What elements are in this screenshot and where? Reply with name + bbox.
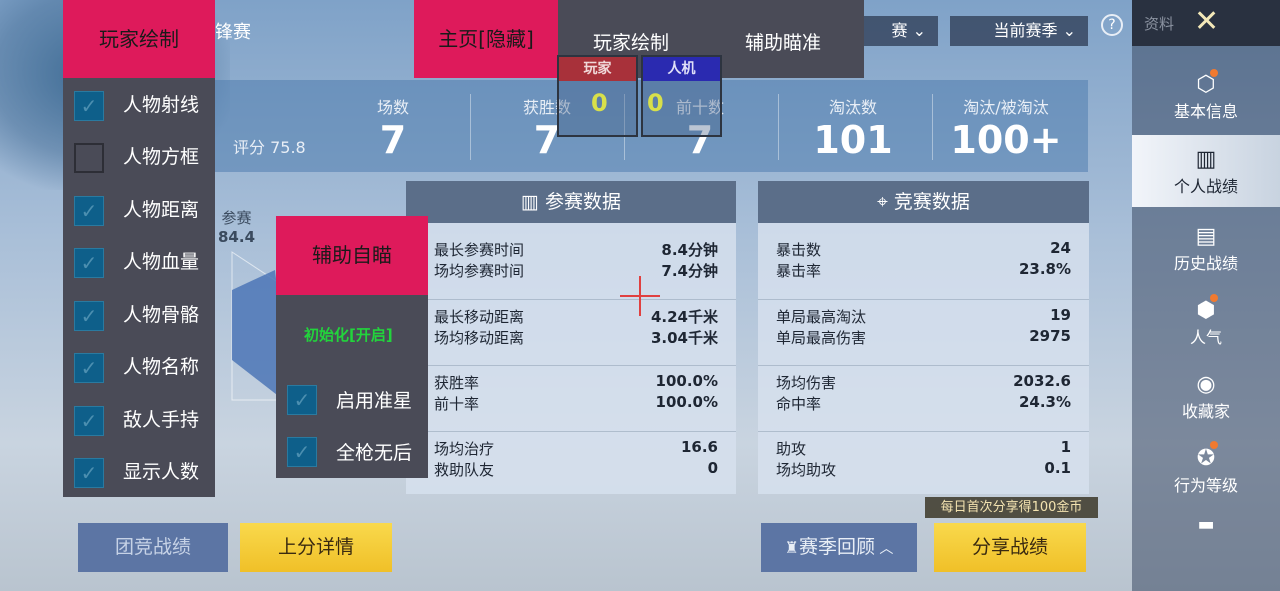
- aim-assist-title: 辅助自瞄: [276, 216, 428, 295]
- option-name[interactable]: ✓ 人物名称: [63, 340, 215, 392]
- checkbox-checked-icon[interactable]: ✓: [287, 385, 317, 415]
- aim-assist-panel: 辅助自瞄 初始化[开启] ✓ 启用准星 ✓ 全枪无后: [276, 216, 428, 478]
- participation-header: ▥ 参赛数据: [406, 181, 736, 223]
- option-crosshair[interactable]: ✓ 启用准星: [276, 374, 428, 426]
- option-player-count[interactable]: ✓ 显示人数: [63, 445, 215, 497]
- sidebar-item-popularity[interactable]: ⬢ 人气: [1132, 298, 1280, 348]
- option-line[interactable]: ✓ 人物射线: [63, 78, 215, 130]
- rank-details-button[interactable]: 上分详情: [240, 523, 392, 572]
- bot-count: 0: [647, 89, 664, 117]
- trophy-icon: ♜: [784, 538, 799, 557]
- share-record-button[interactable]: 分享战绩: [934, 523, 1086, 572]
- bar-chart-icon: ▥: [1195, 147, 1217, 172]
- season-review-button[interactable]: ♜赛季回顾 ︿: [761, 523, 917, 572]
- stat-group: 场均治疗 16.6 救助队友 0: [406, 431, 736, 497]
- crosshair-icon: [639, 276, 641, 316]
- bot-count-box: 人机 0: [641, 55, 722, 137]
- checkbox-checked-icon[interactable]: ✓: [74, 353, 104, 383]
- stat-group: 场均伤害 2032.6 命中率 24.3%: [758, 365, 1089, 431]
- checkbox-checked-icon[interactable]: ✓: [74, 301, 104, 331]
- crosshair-icon: ⌖: [877, 191, 888, 213]
- option-box[interactable]: 人物方框: [63, 130, 215, 182]
- tab-aim-assist[interactable]: 辅助瞄准: [745, 32, 822, 54]
- player-count: 0: [591, 89, 608, 117]
- stat-kills: 淘汰数 101: [813, 98, 893, 162]
- popularity-icon: ⬢: [1196, 298, 1216, 323]
- player-count-box: 玩家 0: [557, 55, 638, 137]
- competition-header: ⌖ 竞赛数据: [758, 181, 1089, 223]
- notification-dot: [1210, 69, 1218, 77]
- bot-label: 人机: [643, 57, 720, 81]
- profile-icon: ⬡: [1196, 72, 1216, 97]
- divider: [778, 94, 779, 160]
- season-value: 当前赛季: [993, 21, 1058, 40]
- stat-group: 最长参赛时间 8.4分钟 场均参赛时间 7.4分钟: [434, 241, 718, 280]
- rating: 评分 75.8: [233, 138, 306, 157]
- tab-peak-match[interactable]: 锋赛: [215, 22, 251, 43]
- option-no-recoil[interactable]: ✓ 全枪无后: [276, 426, 428, 478]
- checkbox-checked-icon[interactable]: ✓: [74, 458, 104, 488]
- stat-group: 获胜率 100.0% 前十率 100.0%: [406, 365, 736, 431]
- document-icon: ▤: [1195, 224, 1217, 249]
- competition-panel: ⌖ 竞赛数据 暴击数 24 暴击率 23.8% 单局最高淘汰 19 单局最高伤害 2975 …: [758, 181, 1089, 494]
- sidebar-top: 资料 ✕: [1132, 0, 1280, 46]
- player-draw-title: 玩家绘制: [63, 0, 215, 78]
- divider: [470, 94, 471, 160]
- option-distance[interactable]: ✓ 人物距离: [63, 183, 215, 235]
- tab-player-draw[interactable]: 玩家绘制: [593, 32, 670, 54]
- sidebar-item-basic-info[interactable]: ⬡ 基本信息: [1132, 72, 1280, 122]
- checkbox-unchecked-icon[interactable]: [74, 143, 104, 173]
- checkbox-checked-icon[interactable]: ✓: [287, 437, 317, 467]
- init-status: 初始化[开启]: [304, 326, 393, 344]
- notification-dot: [1210, 294, 1218, 302]
- share-tip: 每日首次分享得100金币: [925, 497, 1098, 518]
- stat-group: 最长移动距离 4.24千米 场均移动距离 3.04千米: [406, 299, 736, 365]
- checkbox-checked-icon[interactable]: ✓: [74, 91, 104, 121]
- team-record-button[interactable]: 团竞战绩: [78, 523, 228, 572]
- level-badge-icon: ✪: [1196, 446, 1216, 471]
- sidebar-title: 资料: [1144, 15, 1175, 33]
- chevron-down-icon: ⌄: [912, 21, 926, 40]
- chevron-up-icon: ︿: [874, 541, 894, 557]
- checkbox-checked-icon[interactable]: ✓: [74, 196, 104, 226]
- help-icon[interactable]: ?: [1101, 14, 1123, 36]
- radar-area: [232, 270, 290, 405]
- mode-value: 赛: [891, 21, 908, 40]
- checkbox-checked-icon[interactable]: ✓: [74, 406, 104, 436]
- bar-chart-icon: ▥: [520, 191, 539, 213]
- tab-home-hidden[interactable]: 主页[隐藏]: [414, 0, 558, 78]
- collector-badge-icon: ◉: [1196, 372, 1216, 397]
- season-dropdown[interactable]: 当前赛季 ⌄: [950, 16, 1088, 46]
- close-icon[interactable]: ✕: [1194, 4, 1220, 39]
- option-health[interactable]: ✓ 人物血量: [63, 235, 215, 287]
- divider: [932, 94, 933, 160]
- option-skeleton[interactable]: ✓ 人物骨骼: [63, 288, 215, 340]
- stat-group: 单局最高淘汰 19 单局最高伤害 2975: [758, 299, 1089, 365]
- sidebar-item-behavior-level[interactable]: ✪ 行为等级: [1132, 446, 1280, 496]
- sidebar-item-history[interactable]: ▤ 历史战绩: [1132, 224, 1280, 274]
- menu-icon[interactable]: ▬: [1197, 514, 1215, 535]
- divider: [624, 94, 625, 160]
- participation-panel: ▥ 参赛数据 最长参赛时间 8.4分钟 场均参赛时间 7.4分钟 最长移动距离 4.24…: [406, 181, 736, 494]
- stat-kd: 淘汰/被淘汰 100+: [950, 98, 1062, 162]
- chevron-down-icon: ⌄: [1062, 21, 1076, 40]
- sidebar-item-collector[interactable]: ◉ 收藏家: [1132, 372, 1280, 422]
- sidebar-item-personal-record[interactable]: ▥ 个人战绩: [1132, 135, 1280, 207]
- player-draw-panel: 玩家绘制 ✓ 人物射线 人物方框 ✓ 人物距离 ✓ 人物血量 ✓ 人物骨骼 ✓ 人物名称 …: [63, 0, 215, 497]
- radar-label: 参赛 84.4: [218, 209, 256, 246]
- option-weapon[interactable]: ✓ 敌人手持: [63, 393, 215, 445]
- stat-group: 暴击数 24 暴击率 23.8%: [776, 239, 1071, 280]
- stat-top10: 前十数 7: [675, 98, 724, 162]
- player-label: 玩家: [559, 57, 636, 81]
- sidebar: 资料 ✕ ⬡ 基本信息 ▥ 个人战绩 ▤ 历史战绩 ⬢ 人气 ◉ 收藏家 ✪ 行为等级 ▬: [1132, 0, 1280, 591]
- stat-matches: 场数 7: [376, 98, 409, 162]
- checkbox-checked-icon[interactable]: ✓: [74, 248, 104, 278]
- stats-bar: 评分 75.8 场数 7 获胜数 7 前十数 7 淘汰数 101 淘汰/被淘汰 100+: [215, 80, 1088, 172]
- stat-group: 助攻 1 场均助攻 0.1: [758, 431, 1089, 497]
- notification-dot: [1210, 441, 1218, 449]
